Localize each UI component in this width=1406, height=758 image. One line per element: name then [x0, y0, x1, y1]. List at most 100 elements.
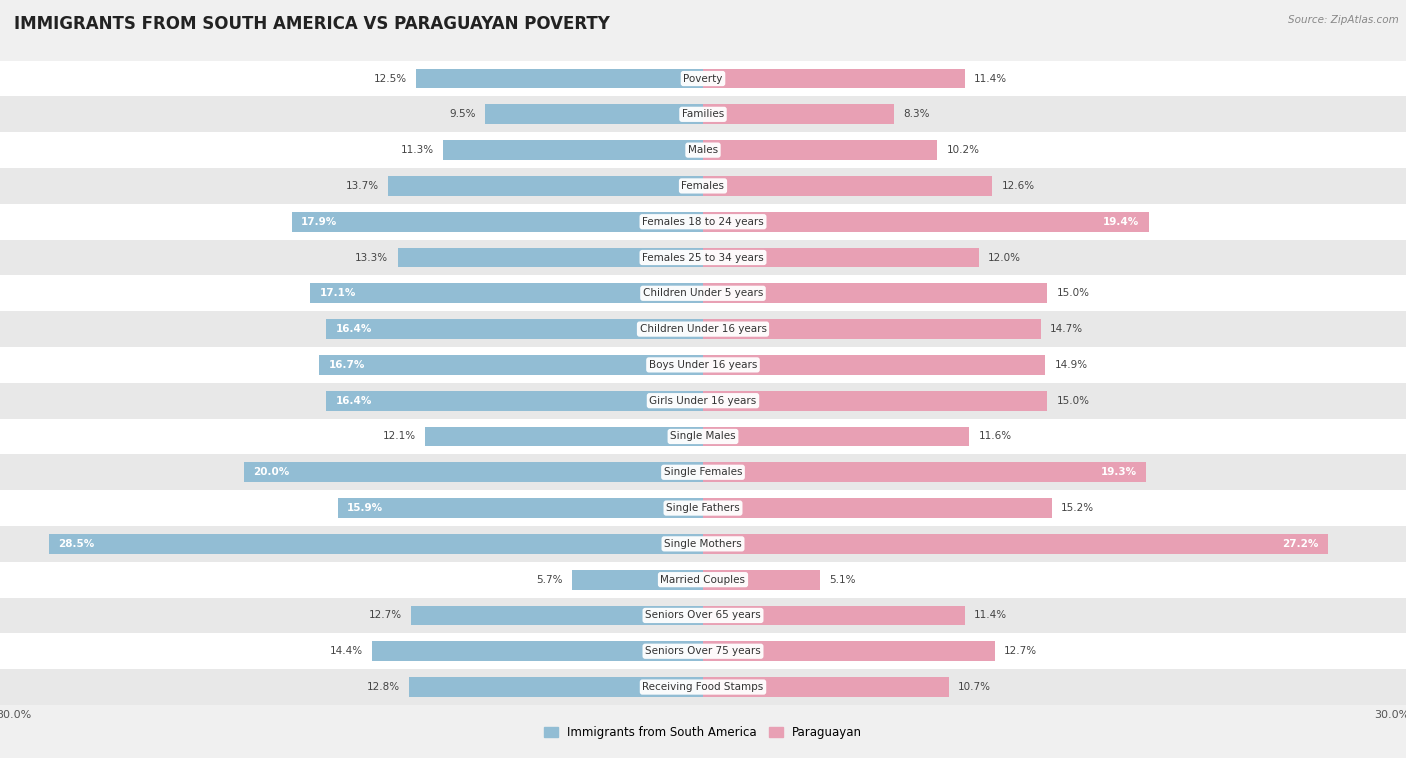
Bar: [0, 418, 1406, 454]
Text: 14.7%: 14.7%: [1050, 324, 1083, 334]
Text: 12.0%: 12.0%: [988, 252, 1021, 262]
Text: 11.4%: 11.4%: [974, 610, 1007, 621]
Bar: [703, 427, 969, 446]
Bar: [0, 526, 1406, 562]
Text: 16.4%: 16.4%: [336, 324, 373, 334]
Bar: [409, 677, 703, 697]
Bar: [703, 176, 993, 196]
Text: 5.7%: 5.7%: [537, 575, 562, 584]
Text: 12.7%: 12.7%: [368, 610, 402, 621]
Text: Single Males: Single Males: [671, 431, 735, 441]
Bar: [572, 570, 703, 590]
Bar: [485, 105, 703, 124]
Bar: [326, 391, 703, 411]
Text: 11.4%: 11.4%: [974, 74, 1007, 83]
Bar: [373, 641, 703, 661]
Text: 13.3%: 13.3%: [356, 252, 388, 262]
Text: 16.4%: 16.4%: [336, 396, 373, 406]
Text: Poverty: Poverty: [683, 74, 723, 83]
Text: 10.7%: 10.7%: [957, 682, 991, 692]
Bar: [0, 204, 1406, 240]
Text: Seniors Over 75 years: Seniors Over 75 years: [645, 647, 761, 656]
Text: 12.8%: 12.8%: [367, 682, 399, 692]
Bar: [703, 498, 1052, 518]
Bar: [0, 562, 1406, 597]
Text: Single Mothers: Single Mothers: [664, 539, 742, 549]
Text: 19.3%: 19.3%: [1101, 467, 1137, 478]
Text: Seniors Over 65 years: Seniors Over 65 years: [645, 610, 761, 621]
Text: 9.5%: 9.5%: [449, 109, 475, 119]
Bar: [398, 248, 703, 268]
Bar: [703, 355, 1045, 374]
Text: 12.5%: 12.5%: [374, 74, 406, 83]
Bar: [319, 355, 703, 374]
Text: 15.2%: 15.2%: [1062, 503, 1094, 513]
Text: Females: Females: [682, 181, 724, 191]
Text: 15.0%: 15.0%: [1057, 288, 1090, 299]
Bar: [703, 248, 979, 268]
Text: 12.7%: 12.7%: [1004, 647, 1038, 656]
Bar: [0, 634, 1406, 669]
Bar: [0, 383, 1406, 418]
Bar: [703, 534, 1327, 553]
Bar: [425, 427, 703, 446]
Text: Receiving Food Stamps: Receiving Food Stamps: [643, 682, 763, 692]
Bar: [48, 534, 703, 553]
Bar: [311, 283, 703, 303]
Text: 15.9%: 15.9%: [347, 503, 384, 513]
Text: Females 18 to 24 years: Females 18 to 24 years: [643, 217, 763, 227]
Bar: [703, 140, 938, 160]
Text: Single Females: Single Females: [664, 467, 742, 478]
Bar: [0, 669, 1406, 705]
Text: 27.2%: 27.2%: [1282, 539, 1319, 549]
Bar: [703, 283, 1047, 303]
Text: 14.4%: 14.4%: [330, 647, 363, 656]
Bar: [0, 347, 1406, 383]
Legend: Immigrants from South America, Paraguayan: Immigrants from South America, Paraguaya…: [538, 722, 868, 744]
Bar: [703, 391, 1047, 411]
Text: IMMIGRANTS FROM SOUTH AMERICA VS PARAGUAYAN POVERTY: IMMIGRANTS FROM SOUTH AMERICA VS PARAGUA…: [14, 15, 610, 33]
Bar: [703, 319, 1040, 339]
Bar: [0, 312, 1406, 347]
Text: Females 25 to 34 years: Females 25 to 34 years: [643, 252, 763, 262]
Bar: [243, 462, 703, 482]
Bar: [703, 677, 949, 697]
Bar: [0, 275, 1406, 312]
Text: 12.6%: 12.6%: [1001, 181, 1035, 191]
Text: 19.4%: 19.4%: [1104, 217, 1139, 227]
Text: 10.2%: 10.2%: [946, 145, 980, 155]
Bar: [443, 140, 703, 160]
Text: Boys Under 16 years: Boys Under 16 years: [648, 360, 758, 370]
Text: 15.0%: 15.0%: [1057, 396, 1090, 406]
Text: 17.9%: 17.9%: [301, 217, 337, 227]
Bar: [703, 462, 1146, 482]
Bar: [703, 212, 1149, 231]
Text: Children Under 16 years: Children Under 16 years: [640, 324, 766, 334]
Text: Children Under 5 years: Children Under 5 years: [643, 288, 763, 299]
Bar: [703, 606, 965, 625]
Bar: [0, 597, 1406, 634]
Bar: [292, 212, 703, 231]
Text: Males: Males: [688, 145, 718, 155]
Bar: [0, 490, 1406, 526]
Bar: [0, 454, 1406, 490]
Bar: [412, 606, 703, 625]
Bar: [326, 319, 703, 339]
Text: 8.3%: 8.3%: [903, 109, 929, 119]
Text: Single Fathers: Single Fathers: [666, 503, 740, 513]
Text: 5.1%: 5.1%: [830, 575, 856, 584]
Text: 16.7%: 16.7%: [329, 360, 366, 370]
Text: 11.6%: 11.6%: [979, 431, 1012, 441]
Bar: [0, 61, 1406, 96]
Text: 13.7%: 13.7%: [346, 181, 380, 191]
Text: Families: Families: [682, 109, 724, 119]
Bar: [0, 96, 1406, 132]
Bar: [703, 69, 965, 89]
Text: Married Couples: Married Couples: [661, 575, 745, 584]
Bar: [388, 176, 703, 196]
Bar: [337, 498, 703, 518]
Bar: [703, 105, 894, 124]
Text: Source: ZipAtlas.com: Source: ZipAtlas.com: [1288, 15, 1399, 25]
Bar: [0, 168, 1406, 204]
Text: 11.3%: 11.3%: [401, 145, 434, 155]
